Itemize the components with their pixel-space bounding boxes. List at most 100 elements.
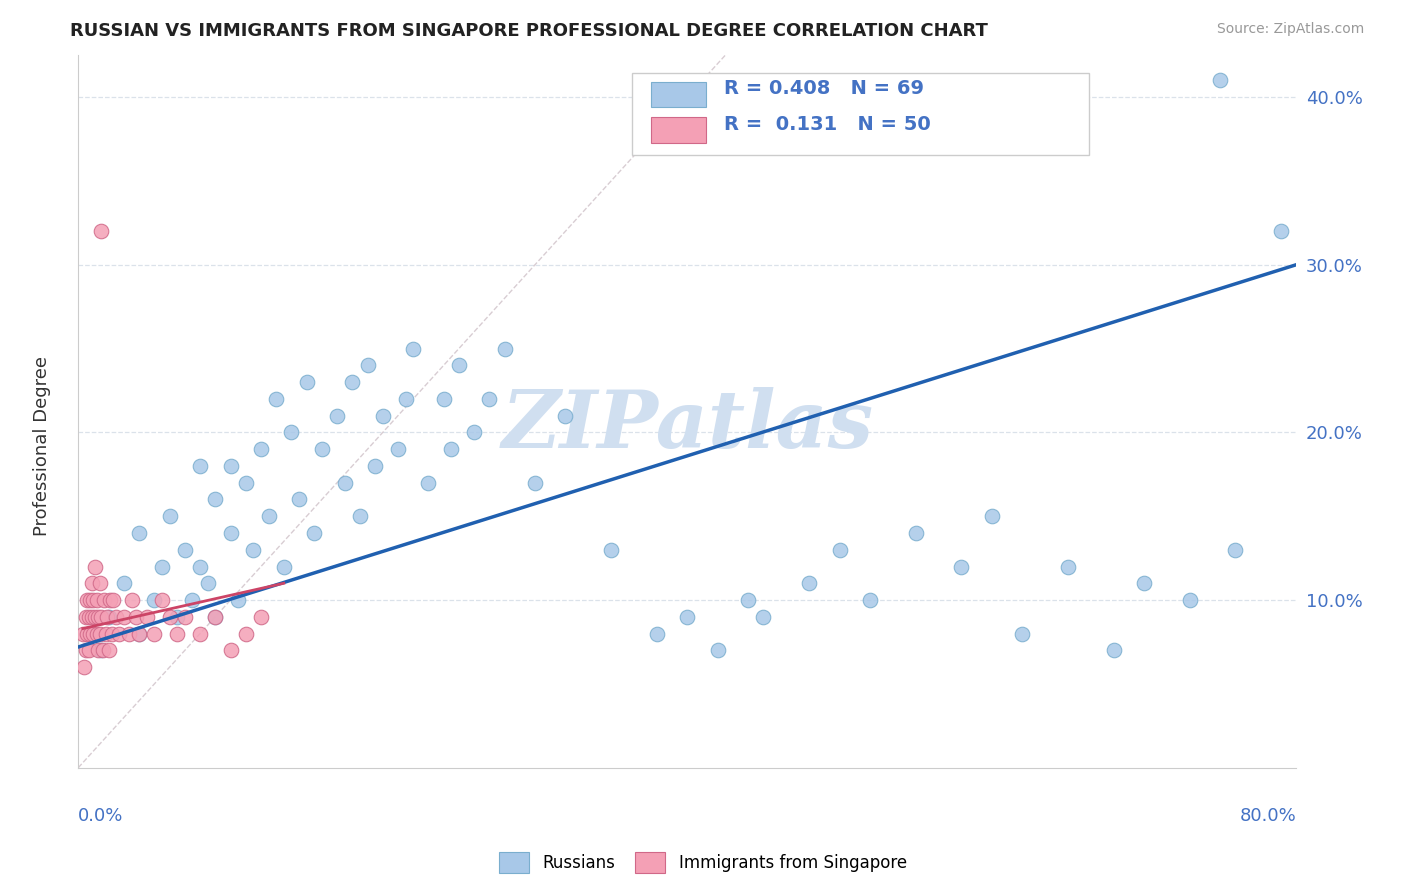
FancyBboxPatch shape bbox=[651, 117, 706, 143]
Point bbox=[150, 559, 173, 574]
Point bbox=[440, 442, 463, 457]
Point bbox=[204, 609, 226, 624]
FancyBboxPatch shape bbox=[633, 73, 1090, 155]
Point bbox=[204, 492, 226, 507]
Point bbox=[96, 609, 118, 624]
Point bbox=[250, 609, 273, 624]
Point bbox=[98, 593, 121, 607]
Point bbox=[72, 626, 94, 640]
Point bbox=[1270, 224, 1292, 238]
Point bbox=[304, 526, 326, 541]
Point bbox=[91, 643, 114, 657]
Point bbox=[181, 593, 204, 607]
Point bbox=[89, 576, 111, 591]
Point bbox=[135, 609, 157, 624]
Text: RUSSIAN VS IMMIGRANTS FROM SINGAPORE PROFESSIONAL DEGREE CORRELATION CHART: RUSSIAN VS IMMIGRANTS FROM SINGAPORE PRO… bbox=[70, 22, 988, 40]
Point bbox=[166, 626, 188, 640]
Point bbox=[494, 342, 516, 356]
Point bbox=[80, 576, 103, 591]
Point bbox=[173, 542, 195, 557]
Point bbox=[204, 609, 226, 624]
Point bbox=[143, 593, 166, 607]
Point bbox=[326, 409, 349, 423]
Point bbox=[242, 542, 264, 557]
Point bbox=[143, 626, 166, 640]
Point bbox=[364, 458, 387, 473]
Point bbox=[1133, 576, 1156, 591]
Text: Source: ZipAtlas.com: Source: ZipAtlas.com bbox=[1216, 22, 1364, 37]
Point bbox=[371, 409, 394, 423]
Point bbox=[84, 609, 107, 624]
Point bbox=[82, 593, 104, 607]
Point bbox=[90, 224, 112, 238]
Point bbox=[554, 409, 576, 423]
Point bbox=[89, 626, 111, 640]
Point bbox=[280, 425, 302, 440]
Point bbox=[188, 626, 211, 640]
Point bbox=[1011, 626, 1033, 640]
Point bbox=[75, 609, 97, 624]
Point bbox=[752, 609, 775, 624]
Point bbox=[600, 542, 623, 557]
Point bbox=[77, 609, 100, 624]
Point bbox=[100, 626, 122, 640]
Point bbox=[166, 609, 188, 624]
Point bbox=[737, 593, 759, 607]
Text: R = 0.408   N = 69: R = 0.408 N = 69 bbox=[724, 79, 924, 98]
Point bbox=[447, 359, 470, 373]
Legend: Russians, Immigrants from Singapore: Russians, Immigrants from Singapore bbox=[492, 846, 914, 880]
Point bbox=[1102, 643, 1125, 657]
Point bbox=[219, 643, 242, 657]
Point bbox=[219, 458, 242, 473]
Point bbox=[676, 609, 699, 624]
Point bbox=[295, 375, 318, 389]
Point bbox=[828, 542, 851, 557]
Point bbox=[108, 626, 131, 640]
Point bbox=[356, 359, 378, 373]
Point bbox=[93, 593, 115, 607]
Point bbox=[87, 609, 110, 624]
Point bbox=[105, 609, 128, 624]
Point bbox=[250, 442, 273, 457]
Point bbox=[121, 593, 143, 607]
Point bbox=[77, 643, 100, 657]
Point bbox=[188, 458, 211, 473]
Point bbox=[75, 643, 97, 657]
Point bbox=[90, 609, 112, 624]
Point bbox=[349, 509, 371, 524]
Point bbox=[645, 626, 668, 640]
Point bbox=[112, 609, 135, 624]
Point bbox=[980, 509, 1002, 524]
Point bbox=[188, 559, 211, 574]
Point bbox=[79, 626, 101, 640]
Point bbox=[433, 392, 456, 406]
Point bbox=[950, 559, 973, 574]
Text: ZIPatlas: ZIPatlas bbox=[501, 387, 873, 465]
Text: Professional Degree: Professional Degree bbox=[34, 356, 51, 536]
Point bbox=[524, 475, 547, 490]
Point bbox=[235, 475, 257, 490]
Point bbox=[112, 576, 135, 591]
Point bbox=[706, 643, 728, 657]
Point bbox=[90, 643, 112, 657]
Point bbox=[173, 609, 195, 624]
Text: 80.0%: 80.0% bbox=[1240, 807, 1296, 825]
Point bbox=[394, 392, 416, 406]
Point bbox=[82, 626, 104, 640]
Point bbox=[478, 392, 501, 406]
Point bbox=[257, 509, 280, 524]
Point bbox=[150, 593, 173, 607]
Point bbox=[226, 593, 249, 607]
Point bbox=[125, 609, 148, 624]
Point bbox=[159, 609, 181, 624]
Point bbox=[128, 626, 150, 640]
Point bbox=[97, 609, 120, 624]
Point bbox=[97, 643, 120, 657]
Point bbox=[333, 475, 356, 490]
Point bbox=[128, 526, 150, 541]
Point bbox=[235, 626, 257, 640]
Point bbox=[94, 626, 117, 640]
Point bbox=[311, 442, 333, 457]
Point bbox=[904, 526, 927, 541]
Point bbox=[859, 593, 882, 607]
